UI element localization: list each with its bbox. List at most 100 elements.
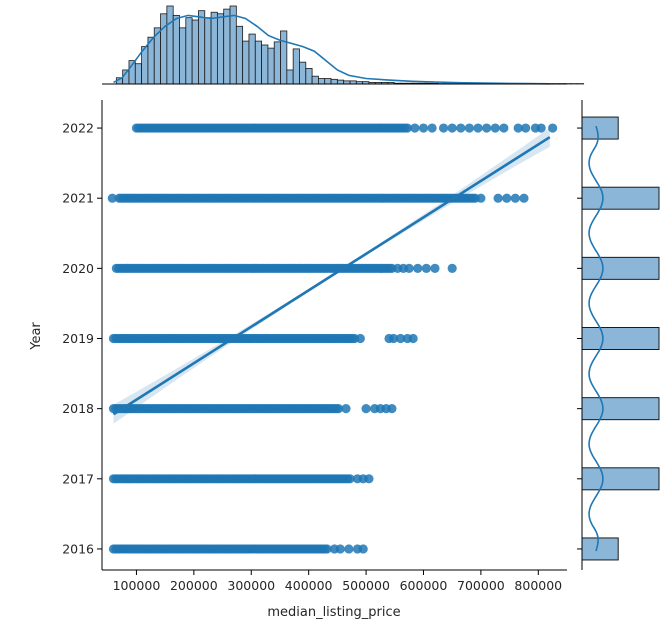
scatter-point	[364, 474, 374, 484]
scatter-point	[536, 123, 546, 133]
scatter-row-2017	[108, 474, 374, 484]
top-marginal-bar	[261, 44, 269, 85]
scatter-point	[447, 123, 457, 133]
right-marginal-plot	[577, 100, 660, 570]
scatter-point	[413, 263, 423, 273]
top-marginal-bar	[324, 78, 332, 85]
right-marginal-ticks	[577, 127, 582, 550]
scatter-point	[418, 123, 429, 133]
regression-line	[112, 136, 551, 416]
right-marginal-bar	[581, 116, 619, 140]
top-marginal-bar	[210, 11, 218, 85]
top-marginal-bar	[330, 78, 338, 85]
right-marginal-bars	[581, 116, 660, 561]
scatter-point	[333, 404, 344, 414]
top-marginal-bar	[248, 33, 256, 85]
top-marginal-bar	[229, 5, 237, 85]
scatter-row-2021	[107, 193, 529, 203]
scatter-points	[107, 123, 558, 554]
main-scatter-plot: 100000 200000 300000 400000 500000 600000 7000…	[29, 100, 567, 620]
scatter-point	[410, 123, 420, 133]
top-marginal-bar	[185, 17, 193, 85]
top-marginal-bar	[204, 17, 212, 85]
scatter-point	[548, 123, 558, 133]
scatter-point	[521, 123, 531, 133]
x-tick-label: 500000	[342, 578, 390, 593]
top-marginal-bar	[292, 48, 300, 85]
top-marginal-bar	[299, 61, 307, 85]
scatter-point	[335, 544, 345, 554]
scatter-point	[389, 333, 399, 344]
scatter-point	[513, 123, 523, 133]
y-tick-label: 2017	[62, 471, 94, 486]
x-tick-label: 800000	[514, 578, 562, 593]
y-axis-ticks: 2016 2017 2018 2019 2020 2021 2022	[62, 121, 102, 556]
scatter-point	[107, 193, 117, 203]
y-tick-label: 2020	[62, 261, 94, 276]
scatter-point	[438, 123, 449, 133]
x-tick-label: 700000	[457, 578, 505, 593]
scatter-point	[456, 123, 466, 133]
right-marginal-bar	[581, 397, 660, 421]
scatter-point	[482, 123, 492, 133]
scatter-point	[447, 263, 457, 273]
top-marginal-bar	[273, 41, 281, 85]
scatter-point	[404, 263, 414, 273]
top-marginal-bar	[280, 30, 288, 85]
right-marginal-bar	[581, 537, 619, 561]
scatter-point	[344, 544, 354, 554]
top-marginal-bar	[235, 25, 244, 85]
right-marginal-kde-curve	[588, 125, 604, 552]
right-marginal-bar	[581, 256, 660, 280]
scatter-point	[473, 123, 483, 133]
top-marginal-bars	[115, 5, 585, 85]
scatter-row-2018	[108, 404, 397, 414]
scatter-row-2019	[108, 333, 418, 344]
top-marginal-bar	[286, 69, 294, 85]
top-marginal-bar	[254, 40, 262, 85]
scatter-point	[358, 544, 368, 554]
x-tick-label: 400000	[285, 578, 333, 593]
x-axis-label: median_listing_price	[267, 605, 400, 620]
top-marginal-bar	[223, 8, 231, 85]
top-marginal-bar	[166, 5, 174, 85]
y-tick-label: 2022	[62, 121, 94, 136]
top-marginal-plot	[102, 5, 585, 85]
scatter-row-2022	[131, 123, 558, 133]
scatter-point	[341, 404, 351, 414]
scatter-point	[476, 193, 486, 203]
top-marginal-bar	[216, 13, 225, 85]
scatter-point	[499, 123, 509, 133]
top-marginal-bar	[336, 79, 345, 85]
scatter-point	[490, 123, 500, 133]
scatter-point	[519, 193, 529, 203]
scatter-row-2020	[111, 263, 457, 273]
scatter-point	[430, 263, 440, 273]
scatter-point	[395, 333, 406, 344]
top-marginal-bar	[160, 13, 168, 85]
top-marginal-bar	[134, 63, 143, 85]
scatter-point	[464, 123, 475, 133]
x-axis-ticks: 100000 200000 300000 400000 500000 600000 7000…	[113, 570, 562, 593]
y-tick-label: 2018	[62, 401, 94, 416]
top-marginal-bar	[141, 46, 149, 85]
top-marginal-bar	[318, 78, 326, 85]
scatter-point	[361, 404, 371, 414]
scatter-point	[322, 544, 332, 554]
scatter-point	[493, 193, 503, 203]
top-marginal-bar	[267, 47, 275, 85]
y-tick-label: 2021	[62, 191, 94, 206]
top-marginal-kde-curve	[113, 14, 550, 85]
y-axis-label: Year	[29, 322, 44, 351]
top-marginal-bar	[305, 68, 313, 85]
top-marginal-bar	[311, 75, 319, 85]
x-tick-label: 200000	[170, 578, 218, 593]
right-marginal-bar	[581, 327, 660, 351]
x-tick-label: 300000	[227, 578, 275, 593]
scatter-point	[355, 333, 365, 344]
scatter-point	[402, 123, 413, 133]
top-marginal-bar	[191, 19, 199, 85]
scatter-point	[510, 193, 520, 203]
top-marginal-bar	[242, 40, 250, 85]
